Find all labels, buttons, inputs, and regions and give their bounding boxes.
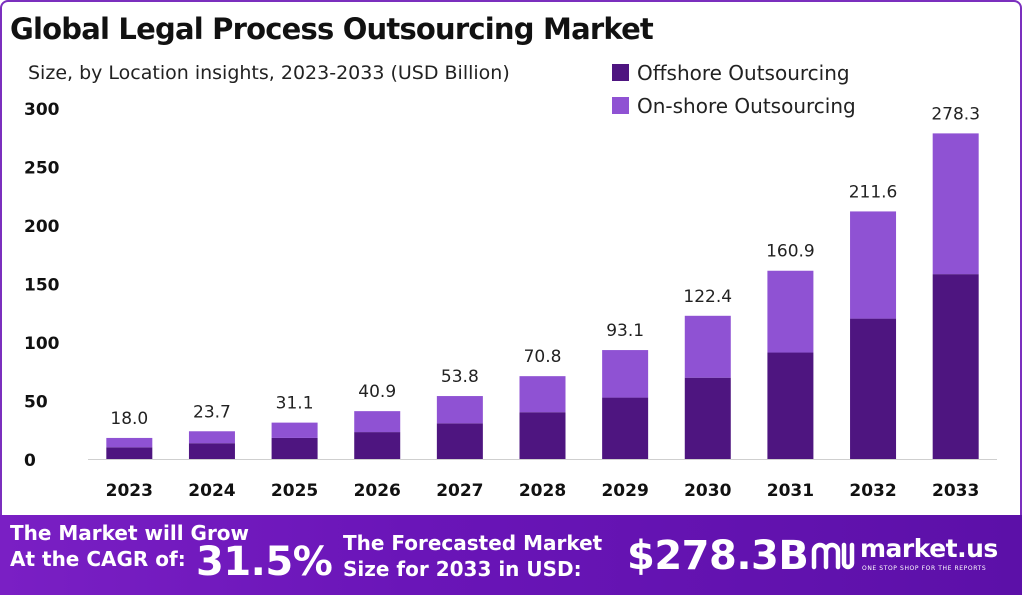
bar-total-label: 31.1	[276, 394, 314, 414]
bar-total-label: 278.3	[931, 104, 980, 124]
legend: Offshore Outsourcing On-shore Outsourcin…	[612, 56, 856, 122]
x-tick-label: 2032	[849, 481, 896, 501]
bar-total-label: 211.6	[849, 182, 898, 202]
y-tick-label: 50	[24, 393, 48, 413]
chart-title: Global Legal Process Outsourcing Market	[10, 12, 654, 46]
bar-total-label: 53.8	[441, 367, 479, 387]
y-tick-label: 150	[24, 276, 60, 296]
bar-segment-onshore	[932, 133, 979, 275]
legend-swatch-offshore	[612, 64, 629, 81]
legend-swatch-onshore	[612, 97, 629, 114]
bar-total-label: 23.7	[193, 402, 231, 422]
x-tick-label: 2033	[932, 481, 979, 501]
bar-total-label: 122.4	[683, 287, 732, 307]
legend-item-offshore: Offshore Outsourcing	[612, 56, 856, 89]
legend-label-offshore: Offshore Outsourcing	[637, 60, 850, 85]
y-tick-label: 300	[24, 100, 60, 120]
cagr-caption-line1: The Market will Grow	[10, 521, 250, 545]
y-tick-label: 250	[24, 159, 60, 179]
x-tick-label: 2028	[519, 481, 566, 501]
bar-segment-offshore	[850, 318, 897, 459]
bar-total-label: 70.8	[524, 347, 562, 367]
bar-segment-offshore	[436, 423, 483, 459]
bar-segment-offshore	[932, 274, 979, 459]
bar-segment-onshore	[271, 422, 318, 438]
bar-segment-offshore	[188, 443, 235, 459]
bar-segment-offshore	[271, 437, 318, 459]
forecast-value: $278.3B	[627, 533, 809, 579]
bar-segment-offshore	[684, 377, 731, 459]
bar-total-label: 160.9	[766, 242, 815, 262]
bar-segment-offshore	[106, 447, 153, 459]
brand-name: market.us	[860, 534, 998, 563]
bar-segment-onshore	[850, 211, 897, 319]
bar-segment-offshore	[602, 397, 649, 459]
chart-subtitle: Size, by Location insights, 2023-2033 (U…	[28, 62, 510, 84]
bar-segment-onshore	[519, 376, 566, 413]
x-tick-label: 2027	[436, 481, 483, 501]
bar-segment-offshore	[354, 432, 401, 459]
x-tick-label: 2023	[106, 481, 153, 501]
bar-segment-onshore	[602, 350, 649, 398]
legend-label-onshore: On-shore Outsourcing	[637, 93, 856, 118]
x-tick-label: 2029	[601, 481, 648, 501]
bar-segment-onshore	[684, 315, 731, 378]
brand-tagline: ONE STOP SHOP FOR THE REPORTS	[862, 565, 987, 572]
footer-banner: The Market will Grow At the CAGR of: 31.…	[0, 515, 1022, 595]
x-tick-label: 2024	[188, 481, 235, 501]
y-tick-label: 0	[24, 451, 36, 471]
bar-segment-onshore	[188, 431, 235, 444]
cagr-caption-line2: At the CAGR of:	[10, 547, 186, 571]
bar-segment-onshore	[436, 396, 483, 424]
cagr-value: 31.5%	[196, 539, 333, 585]
bar-segment-onshore	[767, 270, 814, 353]
x-tick-label: 2031	[767, 481, 814, 501]
bar-segment-offshore	[519, 412, 566, 459]
bar-total-label: 18.0	[110, 409, 148, 429]
forecast-caption-line1: The Forecasted Market	[343, 531, 603, 555]
bar-segment-onshore	[354, 411, 401, 433]
legend-item-onshore: On-shore Outsourcing	[612, 89, 856, 122]
bar-total-label: 93.1	[606, 321, 644, 341]
market-us-logo-icon	[811, 542, 855, 570]
y-tick-label: 100	[24, 334, 60, 354]
x-tick-label: 2025	[271, 481, 318, 501]
forecast-caption-line2: Size for 2033 in USD:	[343, 557, 582, 581]
bar-segment-onshore	[106, 437, 153, 448]
stacked-bar-chart: 0 50 100 150 200 250 300 18.0 2023 23.7 2024 31.1 20…	[24, 100, 997, 501]
y-tick-label: 200	[24, 217, 60, 237]
bar-total-label: 40.9	[358, 382, 396, 402]
x-tick-label: 2030	[684, 481, 731, 501]
bar-segment-offshore	[767, 352, 814, 459]
x-tick-label: 2026	[354, 481, 401, 501]
